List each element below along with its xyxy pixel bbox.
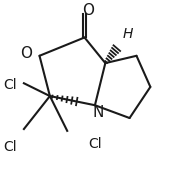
Text: Cl: Cl — [88, 137, 102, 151]
Text: O: O — [82, 2, 94, 18]
Text: Cl: Cl — [3, 78, 17, 92]
Text: H: H — [123, 27, 133, 41]
Text: Cl: Cl — [3, 140, 17, 154]
Text: O: O — [20, 46, 32, 61]
Text: N: N — [93, 105, 104, 120]
